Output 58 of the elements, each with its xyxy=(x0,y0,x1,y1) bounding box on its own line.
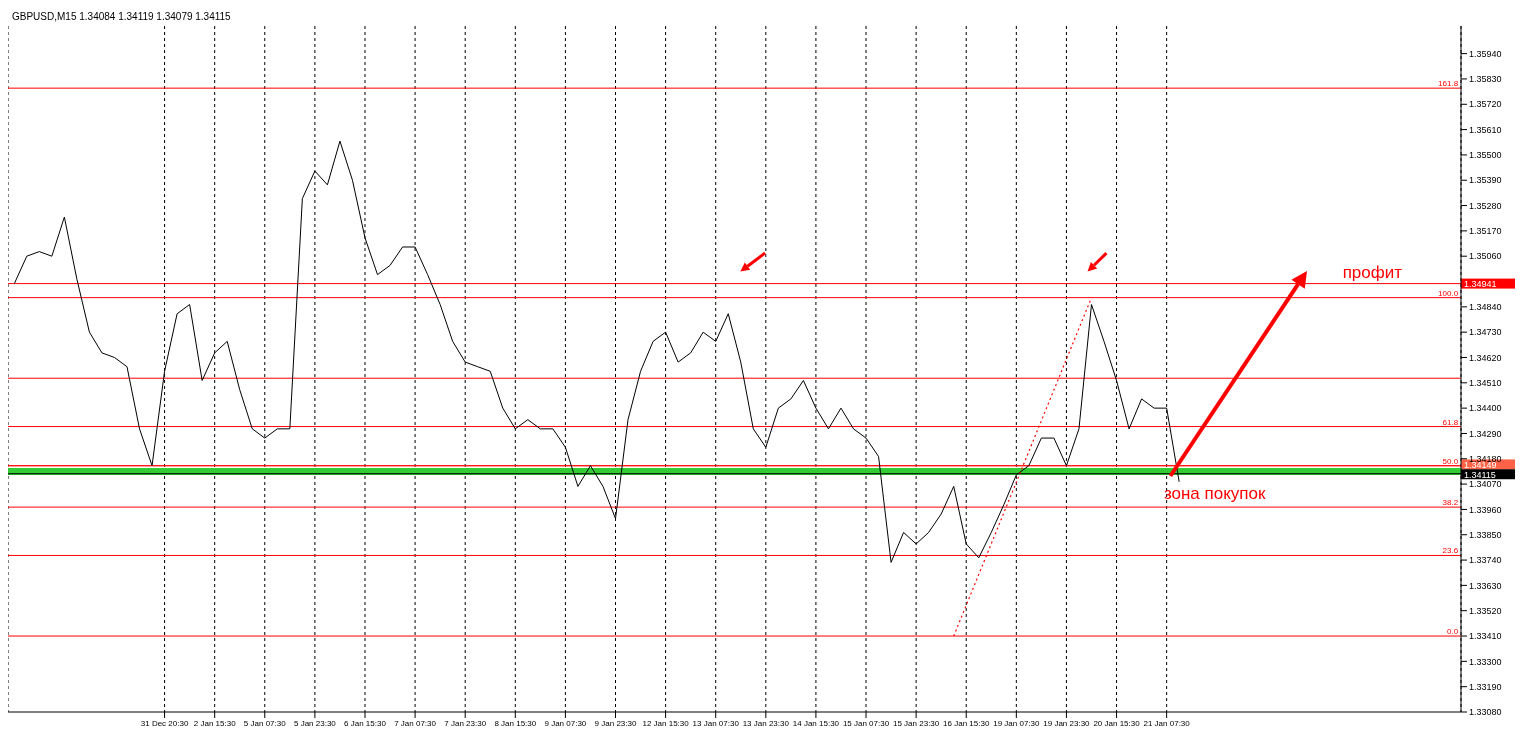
ref-line-label: 1.34941 xyxy=(1464,279,1497,290)
annotation: 61.8 xyxy=(1442,417,1459,427)
x-tick-label: 7 Jan 23:30 xyxy=(444,718,487,728)
y-tick-label: 1.34070 xyxy=(1469,479,1502,490)
ref-line-label: 1.34115 xyxy=(1464,469,1496,480)
x-tick-label: 8 Jan 15:30 xyxy=(494,718,537,728)
x-tick-label: 2 Jan 15:30 xyxy=(193,718,237,728)
y-tick-label: 1.35060 xyxy=(1469,251,1502,262)
y-tick-label: 1.35170 xyxy=(1469,226,1502,237)
x-tick-label: 9 Jan 23:30 xyxy=(594,718,637,728)
x-tick-label: 5 Jan 23:30 xyxy=(293,718,337,728)
annotation: зона покупок xyxy=(1163,483,1266,503)
x-tick-label: 31 Dec 20:30 xyxy=(140,718,189,728)
x-tick-label: 21 Jan 07:30 xyxy=(1143,718,1191,728)
y-tick-label: 1.33630 xyxy=(1469,580,1502,591)
y-tick-label: 1.34730 xyxy=(1469,327,1502,338)
y-tick-label: 1.35390 xyxy=(1469,175,1502,186)
annotation: профит xyxy=(1342,262,1403,282)
x-tick-label: 20 Jan 15:30 xyxy=(1093,718,1141,728)
annotation: 23.6 xyxy=(1442,546,1459,556)
y-tick-label: 1.34840 xyxy=(1469,302,1502,313)
x-tick-label: 16 Jan 15:30 xyxy=(943,718,990,728)
x-tick-label: 5 Jan 07:30 xyxy=(243,718,287,728)
y-tick-label: 1.35720 xyxy=(1469,99,1502,110)
y-tick-label: 1.35830 xyxy=(1469,74,1502,85)
y-tick-label: 1.33080 xyxy=(1469,707,1502,718)
x-tick-label: 12 Jan 15:30 xyxy=(642,718,690,728)
y-tick-label: 1.34510 xyxy=(1469,378,1502,389)
y-tick-label: 1.34290 xyxy=(1469,428,1502,439)
annotation: 38.2 xyxy=(1442,498,1459,508)
x-tick-label: 19 Jan 23:30 xyxy=(1043,718,1091,728)
annotation: 50.0 xyxy=(1442,456,1459,466)
x-tick-label: 15 Jan 23:30 xyxy=(892,718,940,728)
y-tick-label: 1.35610 xyxy=(1469,124,1502,135)
x-tick-label: 19 Jan 07:30 xyxy=(993,718,1041,728)
x-tick-label: 6 Jan 15:30 xyxy=(344,718,387,728)
x-tick-label: 7 Jan 07:30 xyxy=(394,718,437,728)
y-tick-label: 1.33300 xyxy=(1469,656,1502,667)
annotation: 0.0 xyxy=(1446,627,1459,637)
y-tick-label: 1.35940 xyxy=(1469,48,1502,59)
y-tick-label: 1.35280 xyxy=(1469,200,1502,211)
annotation: 161.8 xyxy=(1438,79,1459,89)
x-tick-label: 13 Jan 07:30 xyxy=(692,718,740,728)
x-tick-label: 13 Jan 23:30 xyxy=(742,718,790,728)
chart-title: GBPUSD,M15 1.34084 1.34119 1.34079 1.34115 xyxy=(12,11,231,22)
y-tick-label: 1.33190 xyxy=(1469,681,1502,692)
x-tick-label: 14 Jan 15:30 xyxy=(792,718,840,728)
y-tick-label: 1.33740 xyxy=(1469,555,1502,566)
y-tick-label: 1.35500 xyxy=(1469,150,1502,161)
y-tick-label: 1.33410 xyxy=(1469,631,1502,642)
y-tick-label: 1.33960 xyxy=(1469,504,1502,515)
x-tick-label: 9 Jan 07:30 xyxy=(544,718,587,728)
x-tick-label: 15 Jan 07:30 xyxy=(842,718,890,728)
y-tick-label: 1.33520 xyxy=(1469,605,1502,616)
y-tick-label: 1.33850 xyxy=(1469,529,1502,540)
annotation: 100.0 xyxy=(1438,288,1459,298)
y-tick-label: 1.34400 xyxy=(1469,403,1502,414)
y-tick-label: 1.34620 xyxy=(1469,352,1502,363)
